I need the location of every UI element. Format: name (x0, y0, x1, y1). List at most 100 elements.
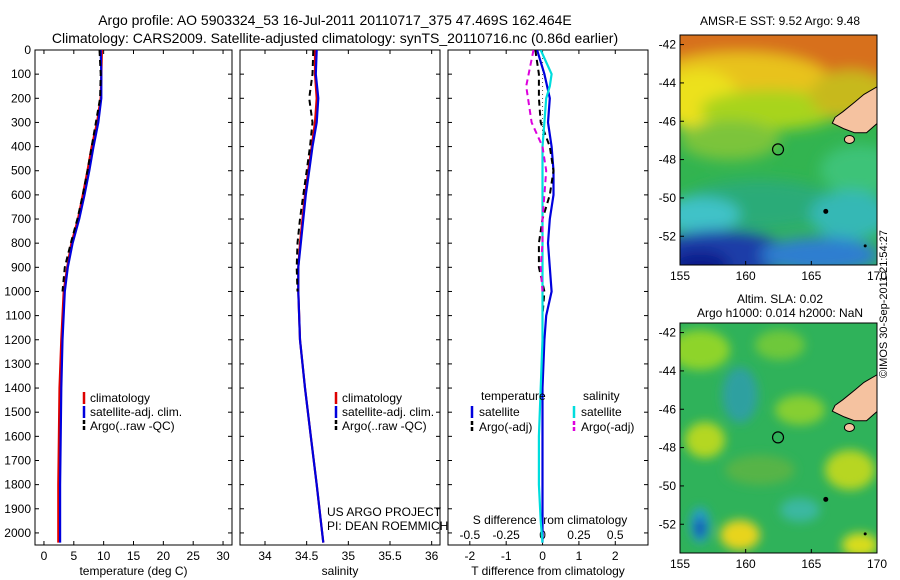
new-zealand-land (831, 86, 877, 134)
s-diff-axis-label: S difference from climatology (473, 513, 628, 527)
y-tick-label: 700 (11, 212, 31, 226)
map-x-tick-label: 165 (801, 557, 821, 571)
x-tick-label: 35 (342, 549, 356, 563)
campbell-island (863, 244, 867, 248)
map-y-tick-label: -50 (659, 479, 677, 493)
chart-title-line2: Climatology: CARS2009. Satellite-adjuste… (51, 30, 619, 46)
auckland-islands (823, 496, 829, 502)
series-line-2 (534, 50, 555, 316)
series-group (295, 50, 325, 543)
y-tick-label: 1100 (5, 309, 31, 323)
stewart-island (843, 422, 855, 432)
y-tick-label: 900 (11, 260, 31, 274)
profile-panel-1: 0 5 10 15 20 25 30 temperature (deg C) 0 100 200 30… (4, 43, 233, 578)
y-tick-label: 200 (11, 91, 31, 105)
x-axis-label: temperature (deg C) (79, 564, 187, 578)
x-tick-label: 34 (258, 549, 272, 563)
y-tick-label: 1700 (4, 453, 31, 467)
legend-label: climatology (90, 391, 150, 405)
series-line-1 (297, 50, 325, 543)
credit-project: US ARGO PROJECT (327, 505, 442, 519)
map-y-tick-label: -44 (659, 364, 677, 378)
legend-label: satellite (581, 405, 622, 419)
y-tick-label: 1000 (4, 284, 31, 298)
legend-label: satellite-adj. clim. (90, 405, 182, 419)
map-x-tick-label: 170 (867, 269, 887, 283)
map-x-tick-label: 155 (670, 269, 690, 283)
y-tick-label: 2000 (4, 526, 31, 540)
legend-label: climatology (342, 391, 402, 405)
land-group (823, 374, 877, 536)
sst-map-title: AMSR-E SST: 9.52 Argo: 9.48 (699, 14, 861, 28)
sla-map (680, 323, 877, 553)
legend-label: Argo(-adj) (581, 420, 634, 434)
x-tick-label: -2 (464, 549, 475, 563)
auckland-islands (823, 208, 829, 214)
series-group (57, 50, 103, 543)
map-y-tick-label: -48 (659, 153, 677, 167)
map-y-tick-label: -50 (659, 191, 677, 205)
chart-title-line1: Argo profile: AO 5903324_53 16-Jul-2011 … (98, 12, 572, 28)
y-tick-label: 1800 (4, 478, 31, 492)
legend-header-salinity: salinity (583, 389, 620, 403)
map-y-tick-label: -52 (659, 517, 677, 531)
x-tick-label: 1 (576, 549, 583, 563)
s-diff-tick-label: -0.5 (459, 528, 480, 542)
y-tick-label: 0 (24, 43, 31, 57)
y-tick-label: 800 (11, 236, 31, 250)
series-line-1 (536, 50, 555, 543)
x-axis-label: T difference from climatology (471, 564, 625, 578)
s-diff-tick-label: -0.25 (493, 528, 521, 542)
argo-float-marker (771, 431, 785, 444)
s-diff-tick-label: 0.25 (567, 528, 591, 542)
map-x-tick-label: 165 (801, 269, 821, 283)
series-line-2 (59, 50, 103, 543)
y-tick-label: 1900 (4, 502, 31, 516)
map-y-tick-label: -42 (659, 326, 677, 340)
x-tick-label: 15 (127, 549, 141, 563)
legend-label: Argo(-adj) (479, 420, 532, 434)
x-tick-label: 0 (539, 549, 546, 563)
campbell-island (863, 532, 867, 536)
y-tick-label: 300 (11, 115, 31, 129)
series-line-4 (525, 50, 548, 292)
y-tick-label: 400 (11, 140, 31, 154)
x-axis-label: salinity (322, 564, 359, 578)
map-y-tick-label: -44 (659, 76, 677, 90)
x-tick-label: 30 (216, 549, 230, 563)
map-y-tick-label: -48 (659, 441, 677, 455)
y-tick-label: 1600 (4, 429, 31, 443)
profile-panel-3: -2 -1 0 1 2T difference from climatology -0.5… (447, 49, 649, 578)
s-diff-tick-label: 0.5 (607, 528, 624, 542)
map-frame (679, 34, 878, 266)
map-y-tick-label: -46 (659, 402, 677, 416)
y-tick-label: 1300 (4, 357, 31, 371)
land-group (823, 86, 877, 248)
y-tick-label: 100 (11, 67, 31, 81)
legend-label: Argo(..raw -QC) (342, 419, 427, 433)
x-tick-label: 35.5 (378, 549, 402, 563)
legend-label: satellite-adj. clim. (342, 405, 434, 419)
series-line-2 (297, 50, 325, 543)
x-tick-label: 25 (187, 549, 201, 563)
series-line-3 (537, 50, 553, 543)
profile-panel-2: 34 34.5 35 35.5 36 salinity (239, 49, 441, 578)
series-line-3 (295, 50, 315, 292)
x-tick-label: 10 (97, 549, 111, 563)
x-tick-label: -1 (501, 549, 512, 563)
legend-header-temperature: temperature (481, 389, 546, 403)
map-frame (679, 322, 878, 554)
x-tick-label: 36 (425, 549, 439, 563)
sla-map-overlay: 155 160 165 170 -42 -44 -46 -48 -50 -52 (659, 322, 887, 571)
x-tick-label: 2 (612, 549, 619, 563)
series-group (525, 50, 555, 543)
legend-label: Argo(..raw -QC) (90, 419, 175, 433)
map-y-tick-label: -42 (659, 38, 677, 52)
argo-float-marker (771, 143, 785, 156)
y-tick-label: 500 (11, 164, 31, 178)
sst-map-overlay: 155 160 165 170 -42 -44 -46 -48 -50 -52 (659, 34, 887, 283)
x-tick-label: 0 (41, 549, 48, 563)
stewart-island (843, 134, 855, 144)
map-x-tick-label: 160 (736, 557, 756, 571)
